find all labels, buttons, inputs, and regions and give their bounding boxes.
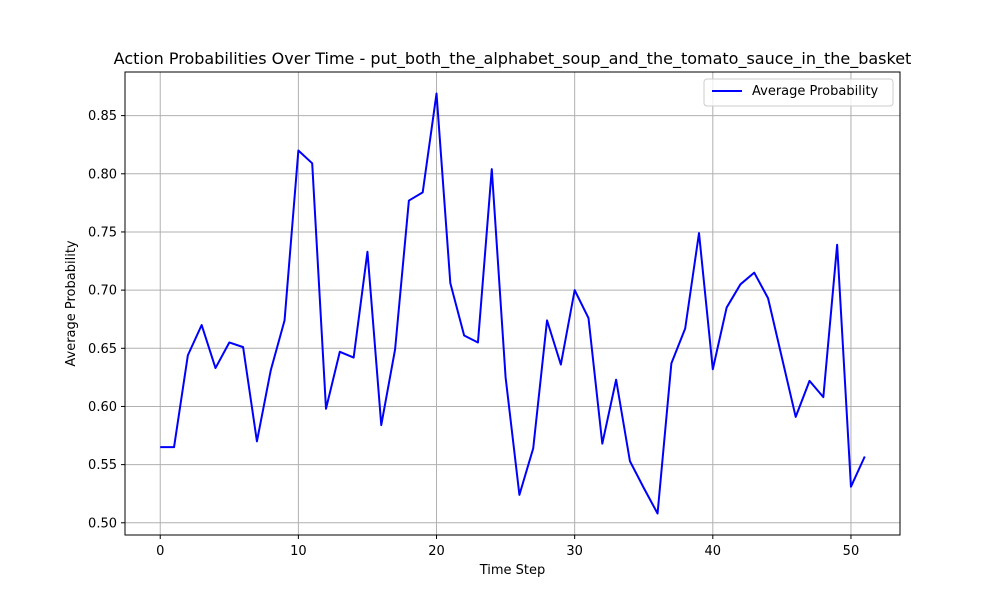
- x-axis: 0 10 20 30 40 50: [156, 535, 859, 559]
- series-line-average-probability: [160, 92, 866, 515]
- y-axis-label: Average Probability: [64, 240, 79, 367]
- plot-area: [160, 92, 866, 515]
- y-tick-label: 0.70: [88, 284, 117, 299]
- y-tick-label: 0.85: [88, 109, 117, 124]
- y-tick-label: 0.75: [88, 225, 117, 240]
- legend-box: [703, 78, 894, 107]
- y-axis: 0.50 0.55 0.60 0.65 0.70 0.75 0.80 0.85: [88, 109, 125, 531]
- legend: Average Probability: [703, 78, 894, 107]
- x-tick-label: 30: [566, 544, 583, 559]
- grid: [125, 72, 900, 535]
- y-tick-label: 0.55: [88, 458, 117, 473]
- y-tick-label: 0.60: [88, 400, 117, 415]
- legend-label: Average Probability: [752, 84, 879, 99]
- x-tick-label: 10: [290, 544, 307, 559]
- x-tick-label: 0: [156, 544, 164, 559]
- y-tick-label: 0.80: [88, 167, 117, 182]
- x-axis-label: Time Step: [479, 563, 546, 578]
- plot-frame: [124, 71, 901, 536]
- x-tick-label: 20: [428, 544, 445, 559]
- x-tick-label: 50: [843, 544, 860, 559]
- y-tick-label: 0.50: [88, 516, 117, 531]
- x-tick-label: 40: [705, 544, 722, 559]
- chart-title: Action Probabilities Over Time - put_bot…: [114, 49, 912, 69]
- y-tick-label: 0.65: [88, 342, 117, 357]
